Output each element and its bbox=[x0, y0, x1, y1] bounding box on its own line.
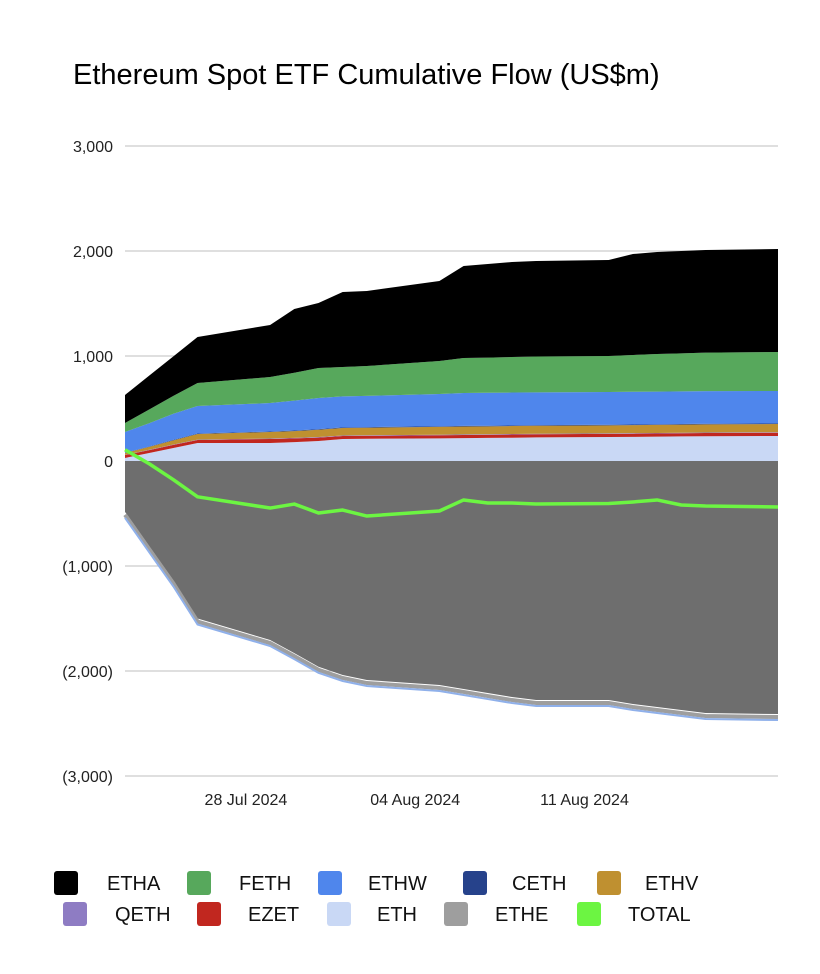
y-tick-label: 0 bbox=[104, 454, 113, 471]
legend-label: EZET bbox=[248, 904, 299, 926]
legend-label: ETHW bbox=[368, 873, 427, 895]
legend-item-ethv[interactable]: ETHV bbox=[597, 871, 699, 895]
legend-swatch bbox=[463, 871, 487, 895]
y-tick-label: 1,000 bbox=[73, 349, 113, 366]
area-edge-ETHE-outline bbox=[124, 517, 779, 722]
legend-swatch bbox=[54, 871, 78, 895]
legend-swatch bbox=[197, 902, 221, 926]
legend-item-ezet[interactable]: EZET bbox=[197, 902, 299, 926]
legend-label: ETH bbox=[377, 904, 417, 926]
y-axis: 3,000 2,000 1,000 0 (1,000) (2,000) (3,000) bbox=[62, 139, 113, 786]
area-ETHE bbox=[125, 461, 778, 715]
y-tick-label: (1,000) bbox=[62, 559, 113, 576]
area-ETHA bbox=[125, 249, 778, 423]
area-ETH bbox=[125, 436, 778, 461]
legend-item-feth[interactable]: FETH bbox=[187, 871, 291, 895]
plot-lines bbox=[124, 448, 779, 518]
legend-label: ETHV bbox=[645, 873, 699, 895]
legend-item-etha[interactable]: ETHA bbox=[54, 871, 161, 895]
x-tick-label: 04 Aug 2024 bbox=[370, 792, 460, 809]
legend-item-eth[interactable]: ETH bbox=[327, 902, 417, 926]
legend-label: FETH bbox=[239, 873, 291, 895]
legend-label: QETH bbox=[115, 904, 171, 926]
area-ETHW bbox=[125, 390, 778, 453]
area-ETHV bbox=[125, 424, 778, 455]
y-tick-label: (2,000) bbox=[62, 664, 113, 681]
line-TOTAL bbox=[124, 448, 779, 518]
legend-item-ceth[interactable]: CETH bbox=[463, 871, 566, 895]
y-tick-label: (3,000) bbox=[62, 769, 113, 786]
legend-label: ETHA bbox=[107, 873, 161, 895]
legend-label: TOTAL bbox=[628, 904, 691, 926]
legend-label: ETHE bbox=[495, 904, 548, 926]
y-tick-label: 3,000 bbox=[73, 139, 113, 156]
x-tick-label: 11 Aug 2024 bbox=[540, 792, 629, 809]
legend-swatch bbox=[577, 902, 601, 926]
legend-swatch bbox=[63, 902, 87, 926]
legend-item-qeth[interactable]: QETH bbox=[63, 902, 171, 926]
area-edge-ETHE bbox=[123, 513, 779, 720]
legend-swatch bbox=[597, 871, 621, 895]
legend-label: CETH bbox=[512, 873, 566, 895]
legend-swatch bbox=[318, 871, 342, 895]
legend-item-ethw[interactable]: ETHW bbox=[318, 871, 427, 895]
x-tick-label: 28 Jul 2024 bbox=[205, 792, 288, 809]
area-EZET bbox=[125, 432, 778, 458]
legend-item-ethe[interactable]: ETHE bbox=[444, 902, 548, 926]
area-FETH bbox=[125, 352, 778, 433]
legend-swatch bbox=[327, 902, 351, 926]
chart-title: Ethereum Spot ETF Cumulative Flow (US$m) bbox=[73, 59, 660, 91]
legend-swatch bbox=[444, 902, 468, 926]
y-tick-label: 2,000 bbox=[73, 244, 113, 261]
area-CETH bbox=[125, 423, 778, 454]
legend-item-total[interactable]: TOTAL bbox=[577, 902, 691, 926]
legend-swatch bbox=[187, 871, 211, 895]
x-axis: 28 Jul 2024 04 Aug 2024 11 Aug 2024 bbox=[205, 792, 629, 809]
plot-areas bbox=[123, 249, 779, 722]
legend: ETHA FETH ETHW CETH ETHV QETH EZET ETH ETHE TOTAL bbox=[54, 871, 699, 926]
